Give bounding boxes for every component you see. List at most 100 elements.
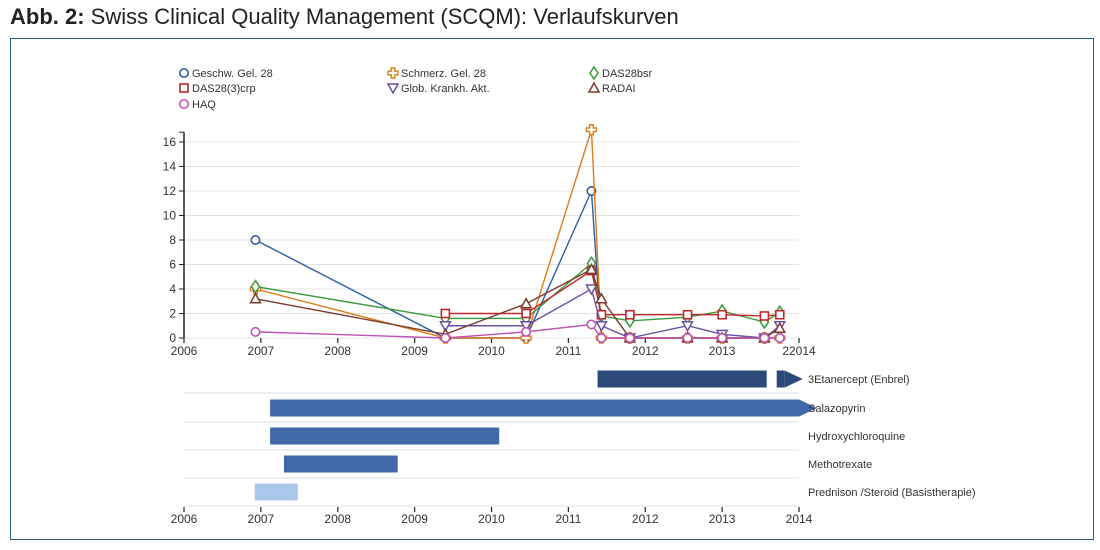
x-tick-label: 2011 [555,344,581,358]
series-haq [250,319,785,343]
series-line [255,268,781,339]
marker-circle [586,319,597,330]
gantt-bar [254,483,298,501]
x-tick-label: 2006 [171,344,198,358]
marker-triangle-up [249,292,262,304]
marker-triangle-down [519,321,533,333]
gantt-row: Prednison /Steroid (Basistherapie) [254,483,976,501]
legend-item: DAS28bsr [589,65,652,81]
marker-triangle-down [439,321,452,333]
marker-triangle-up [773,321,787,333]
gantt-arrow [784,370,803,388]
x-tick-label: 2010 [478,344,505,358]
marker-triangle-up [585,262,598,275]
marker-circle [440,332,451,343]
legend-label: Schmerz. Gel. 28 [401,68,486,80]
gantt-row: Methotrexate [283,455,872,473]
y-tick-label: 10 [163,209,177,223]
gantt-x-tick-label: 2008 [324,512,351,526]
gantt-label: Methotrexate [808,459,872,471]
marker-circle [596,332,607,343]
marker-circle [586,186,597,197]
series-line [255,323,780,339]
legend-label: Geschw. Gel. 28 [192,68,273,80]
marker-circle [624,332,635,343]
marker-triangle-up [519,297,533,309]
marker-circle [250,326,261,337]
marker-circle [717,332,728,343]
x-tick-label: 2013 [709,344,736,358]
figure-frame [10,38,1094,540]
legend-item: DAS28(3)crp [179,83,256,95]
gantt-label: Hydroxychloroquine [808,431,905,443]
marker-circle [759,332,770,343]
marker-square [759,311,770,321]
marker-diamond [589,65,599,81]
marker-circle [682,332,693,343]
legend-item: Glob. Krankh. Akt. [386,83,490,95]
legend-item: Schmerz. Gel. 28 [387,67,486,80]
gantt-x-tick-label: 2009 [401,512,428,526]
gantt-bar [283,455,398,473]
y-tick-label: 4 [169,282,176,296]
marker-square [179,83,189,93]
legend-label: DAS28(3)crp [192,83,256,95]
figure-title-prefix: Abb. 2: [10,4,85,29]
y-tick-label: 14 [163,160,177,174]
gantt-x-tick-label: 2007 [248,512,275,526]
marker-circle [179,99,190,110]
gantt-row: 3Etanercept (Enbrel) [597,370,910,388]
marker-cross [585,124,598,136]
marker-triangle-up [587,81,601,93]
legend-label: RADAI [602,83,636,95]
gantt-bar [270,399,800,417]
series-das28bsr [250,255,785,330]
marker-square [774,309,785,320]
marker-square [521,308,531,319]
marker-triangle-up [595,292,608,304]
gantt-x-tick-label: 2006 [171,512,198,526]
y-tick-label: 0 [169,331,176,345]
y-tick-label: 2 [169,307,176,321]
figure-title: Abb. 2: Swiss Clinical Quality Managemen… [10,4,679,30]
gantt-row: Salazopyrin [270,399,865,417]
marker-square [596,309,607,320]
marker-circle [521,326,532,337]
marker-circle [250,235,261,246]
gantt-arrow [799,399,817,417]
x-tick-label: 2007 [248,344,275,358]
gantt-bar [597,370,767,388]
x-tick-label: 2008 [324,344,351,358]
marker-square [440,308,451,319]
y-tick-label: 16 [163,135,177,149]
x-tick-label: 2012 [632,344,659,358]
x-tick-label: 2009 [401,344,428,358]
gantt-label: Prednison /Steroid (Basistherapie) [808,487,976,499]
series-das28-3-crp [440,265,785,321]
marker-triangle-down [386,83,400,95]
x-tick-label: 22014 [782,344,816,358]
legend-item: RADAI [587,81,636,95]
gantt-x-tick-label: 2014 [786,512,813,526]
marker-square [682,309,693,320]
marker-triangle-down [681,321,694,333]
marker-circle [774,332,785,343]
legend-label: HAQ [192,99,216,111]
gantt-row: Hydroxychloroquine [270,427,905,445]
legend-item: HAQ [179,99,216,111]
gantt-label: 3Etanercept (Enbrel) [808,374,910,386]
y-tick-label: 8 [169,233,176,247]
figure-title-text: Swiss Clinical Quality Management (SCQM)… [84,4,679,29]
marker-triangle-down [595,321,608,333]
y-tick-label: 12 [163,184,177,198]
marker-square [717,309,727,320]
series-schmerz-gel-28 [249,124,786,344]
marker-circle [179,68,190,79]
gantt-x-tick-label: 2013 [709,512,736,526]
gantt-x-tick-label: 2012 [632,512,659,526]
legend-label: DAS28bsr [602,68,652,80]
gantt-x-tick-label: 2011 [555,512,581,526]
series-line [445,269,780,317]
legend-item: Geschw. Gel. 28 [179,68,273,80]
